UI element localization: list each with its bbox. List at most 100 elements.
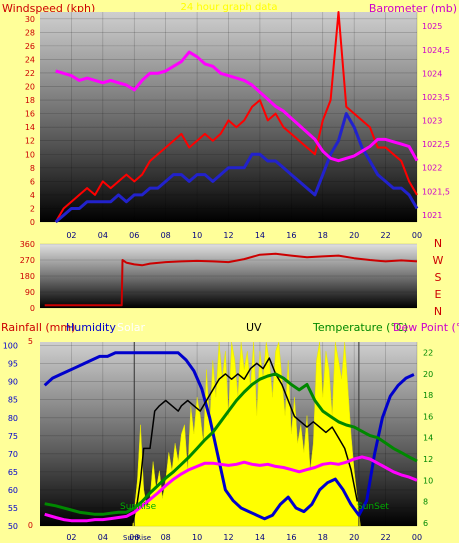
direction-y-tick: 360 — [20, 240, 35, 249]
uv-axis-title: UV — [246, 321, 262, 334]
temperature-axis-title: Temperature (°C) — [312, 321, 408, 334]
wind-x-tick: 06 — [129, 231, 139, 240]
compass-label: W — [433, 254, 444, 267]
barometer-y-tick: 1024 — [422, 69, 442, 78]
direction-y-tick: 0 — [30, 304, 35, 313]
wind-y-tick: 18 — [25, 96, 35, 105]
temperature-y-tick: 10 — [423, 476, 433, 485]
climate-x-tick: 08 — [161, 533, 171, 542]
temperature-y-tick: 14 — [423, 434, 433, 443]
temperature-y-tick: 20 — [423, 370, 433, 379]
temperature-y-tick: 22 — [423, 349, 433, 358]
wind-y-tick: 22 — [25, 69, 35, 78]
wind-y-tick: 28 — [25, 28, 35, 37]
humidity-axis-title: Humidity — [66, 321, 116, 334]
barometer-y-tick: 1023 — [422, 117, 442, 126]
barometer-y-tick: 1021 — [422, 211, 442, 220]
barometer-axis-title: Barometer (mb) — [369, 2, 457, 15]
windspeed_avg-line — [54, 112, 419, 224]
wind-x-tick: 18 — [318, 231, 328, 240]
wind-x-tick: 20 — [349, 231, 359, 240]
solar-area — [132, 341, 361, 527]
sunrise-tick-label: SunRise — [123, 534, 151, 542]
wind-plot-area — [40, 12, 417, 222]
direction-y-tick: 90 — [25, 288, 35, 297]
wind-series — [54, 11, 419, 224]
direction-y-tick: 270 — [20, 256, 35, 265]
temperature-y-tick: 16 — [423, 412, 433, 421]
wind-y-tick: 26 — [25, 42, 35, 51]
wind-y-tick: 20 — [25, 83, 35, 92]
humidity-y-tick: 55 — [8, 504, 18, 513]
direction-series — [44, 252, 418, 307]
barometer-y-tick: 1025 — [422, 22, 442, 31]
climate-x-tick: 12 — [223, 533, 233, 542]
temperature-y-ticks: 6 8 10 12 14 16 18 20 22 — [423, 349, 433, 528]
climate-x-tick: 20 — [349, 533, 359, 542]
wind-x-tick: 00 — [412, 231, 422, 240]
wind-x-tick: 14 — [255, 231, 265, 240]
rainfall-axis-title: Rainfall (mm) — [1, 321, 75, 334]
wind-x-tick: 04 — [98, 231, 108, 240]
wind-y-tick: 12 — [25, 137, 35, 146]
climate-x-tick: 14 — [255, 533, 265, 542]
rain-axis-max-label: 5 — [28, 337, 33, 346]
wind-y-tick: 10 — [25, 150, 35, 159]
uv-line — [131, 357, 359, 523]
climate-series — [43, 351, 418, 523]
sunrise-label: SunRise — [120, 502, 157, 512]
solar-axis-title: Solar — [117, 321, 146, 334]
humidity-y-ticks: 50 55 60 65 70 75 80 85 90 95 100 — [3, 342, 18, 531]
humidity-y-tick: 85 — [8, 396, 18, 405]
climate-x-tick: 22 — [380, 533, 390, 542]
wind-y-tick: 16 — [25, 110, 35, 119]
wind-gridlines — [40, 12, 418, 223]
wind-x-tick: 22 — [380, 231, 390, 240]
humidity-y-tick: 90 — [8, 378, 18, 387]
humidity-y-tick: 75 — [8, 432, 18, 441]
temperature-y-tick: 12 — [423, 455, 433, 464]
humidity-y-tick: 80 — [8, 414, 18, 423]
temperature-y-tick: 18 — [423, 391, 433, 400]
barometer-y-tick: 1022,5 — [422, 140, 450, 149]
barometer-y-tick: 1022 — [422, 164, 442, 173]
wind-x-tick: 12 — [223, 231, 233, 240]
humidity-y-tick: 65 — [8, 468, 18, 477]
wind-y-tick: 6 — [30, 177, 35, 186]
solar-fill — [132, 341, 361, 527]
windspeed-line — [54, 11, 418, 223]
compass-label: E — [435, 288, 442, 301]
humidity-y-tick: 100 — [3, 342, 18, 351]
compass-label: S — [435, 271, 442, 284]
wind-y-tick: 2 — [30, 204, 35, 213]
humidity-y-tick: 70 — [8, 450, 18, 459]
wind-y-tick: 30 — [25, 15, 35, 24]
climate-x-ticks: 02 04 06 08 10 12 14 16 18 20 22 00 — [66, 533, 422, 542]
humidity-y-tick: 50 — [8, 522, 18, 531]
wind-y-tick: 4 — [30, 191, 35, 200]
temperature-y-tick: 8 — [423, 498, 428, 507]
climate-x-tick: 18 — [318, 533, 328, 542]
wind-y-tick: 14 — [25, 123, 35, 132]
climate-x-tick: 00 — [412, 533, 422, 542]
dewpoint-axis-title: Dew Point (°C) — [393, 321, 459, 334]
humidity-y-tick: 60 — [8, 486, 18, 495]
climate-x-tick: 06 — [129, 533, 139, 542]
rain-axis-min-label: 0 — [28, 521, 33, 530]
direction-plot-area — [40, 244, 417, 308]
wind-y-tick: 8 — [30, 164, 35, 173]
wind-x-tick: 02 — [66, 231, 76, 240]
wind-x-tick: 10 — [192, 231, 202, 240]
climate-x-tick: 16 — [286, 533, 296, 542]
climate-x-tick: 10 — [192, 533, 202, 542]
humidity-y-tick: 95 — [8, 360, 18, 369]
direction-line — [44, 252, 418, 307]
climate-x-tick: 02 — [66, 533, 76, 542]
wind-x-tick: 08 — [161, 231, 171, 240]
chart-title: 24 hour graph data — [181, 2, 278, 13]
direction-y-ticks: 0 90 180 270 360 — [20, 240, 35, 313]
dew_point-line — [44, 455, 418, 523]
